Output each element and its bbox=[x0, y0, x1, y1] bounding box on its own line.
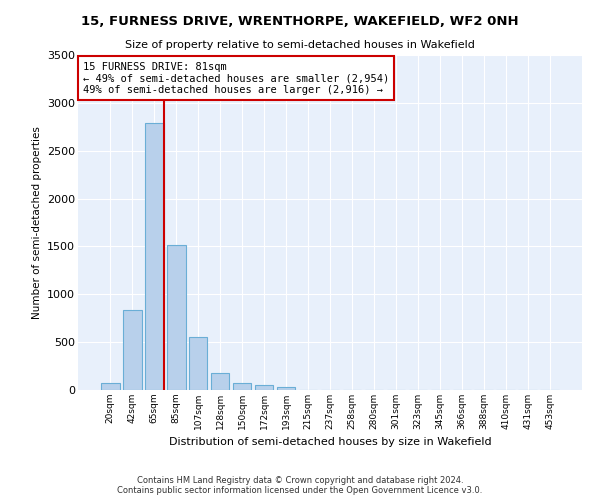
Bar bbox=[255, 385, 274, 390]
Y-axis label: Number of semi-detached properties: Number of semi-detached properties bbox=[32, 126, 41, 319]
Bar bbox=[145, 123, 164, 390]
Text: Contains HM Land Registry data © Crown copyright and database right 2024.
Contai: Contains HM Land Registry data © Crown c… bbox=[118, 476, 482, 495]
Bar bbox=[123, 310, 142, 390]
X-axis label: Distribution of semi-detached houses by size in Wakefield: Distribution of semi-detached houses by … bbox=[169, 438, 491, 448]
Bar bbox=[189, 337, 208, 390]
Bar bbox=[167, 246, 185, 390]
Bar bbox=[277, 387, 295, 390]
Bar bbox=[101, 383, 119, 390]
Bar bbox=[233, 383, 251, 390]
Bar bbox=[211, 373, 229, 390]
Text: Size of property relative to semi-detached houses in Wakefield: Size of property relative to semi-detach… bbox=[125, 40, 475, 50]
Text: 15 FURNESS DRIVE: 81sqm
← 49% of semi-detached houses are smaller (2,954)
49% of: 15 FURNESS DRIVE: 81sqm ← 49% of semi-de… bbox=[83, 62, 389, 95]
Text: 15, FURNESS DRIVE, WRENTHORPE, WAKEFIELD, WF2 0NH: 15, FURNESS DRIVE, WRENTHORPE, WAKEFIELD… bbox=[81, 15, 519, 28]
